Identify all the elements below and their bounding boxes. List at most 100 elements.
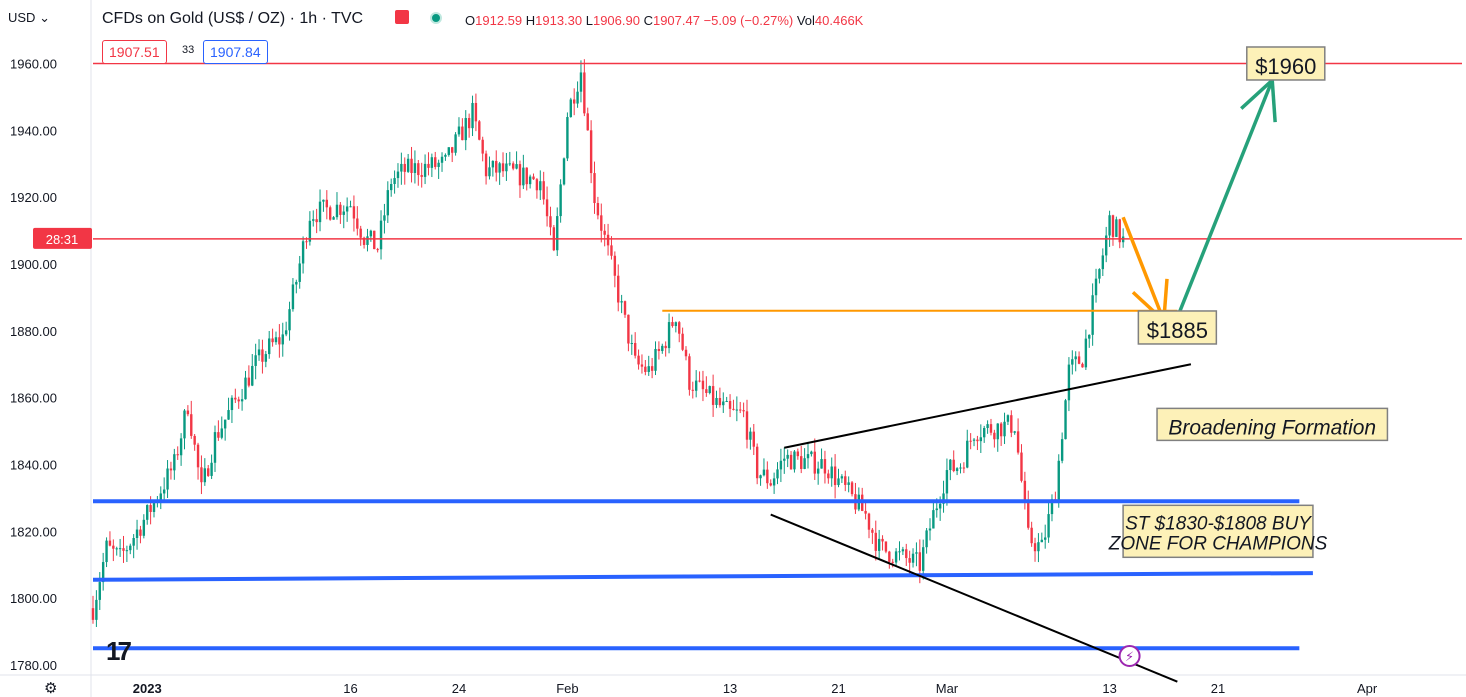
candle-body — [254, 355, 257, 366]
candle-body — [569, 99, 572, 118]
candle-body — [1101, 255, 1105, 270]
candle-body — [437, 162, 440, 167]
annotation-box[interactable] — [1137, 310, 1218, 345]
candle-body — [166, 468, 169, 490]
candle-body — [298, 263, 301, 282]
candle-body — [179, 438, 183, 456]
annotation-box[interactable] — [1156, 407, 1389, 442]
candle-body — [325, 199, 329, 208]
candle-body — [417, 163, 420, 176]
candle-body — [749, 431, 752, 440]
candle-body — [796, 451, 800, 457]
candle-body — [752, 431, 755, 447]
candle-body — [671, 322, 674, 327]
sell-price-button[interactable]: 1907.51 — [102, 40, 167, 64]
y-tick-label: 1880.00 — [10, 324, 57, 339]
candle-body — [864, 510, 867, 514]
candle-body — [223, 419, 227, 429]
candle-body — [715, 397, 718, 405]
candle-body — [942, 493, 945, 504]
x-tick-label: 21 — [1211, 681, 1225, 696]
candle-body — [383, 215, 386, 221]
candle-body — [728, 401, 732, 409]
annotation-box[interactable] — [1122, 504, 1314, 559]
candle-body — [847, 482, 850, 485]
candle-body — [938, 503, 942, 509]
candle-body — [705, 389, 708, 393]
candle-body — [261, 349, 264, 362]
candle-body — [400, 163, 403, 172]
candle-body — [535, 179, 539, 191]
candle-body — [640, 364, 644, 367]
candle-body — [657, 348, 661, 352]
candle-body — [176, 454, 179, 456]
candle-body — [922, 547, 925, 571]
candle-body — [833, 466, 837, 486]
candle-body — [772, 478, 776, 486]
candle-body — [410, 158, 413, 173]
candle-body — [810, 451, 813, 455]
target-arrow[interactable] — [1175, 79, 1274, 319]
candle-body — [962, 467, 966, 469]
y-tick-label: 1940.00 — [10, 123, 57, 138]
candle-body — [932, 510, 935, 529]
gear-icon[interactable]: ⚙ — [44, 680, 58, 697]
candle-body — [251, 365, 254, 386]
candle-body — [545, 199, 549, 217]
candle-body — [430, 157, 434, 168]
candle-body — [406, 158, 410, 172]
annotation-box[interactable] — [1246, 46, 1326, 81]
candle-body — [271, 338, 274, 343]
candle-body — [572, 99, 576, 104]
candle-body — [396, 171, 400, 179]
tradingview-logo-icon[interactable]: 17 — [106, 636, 132, 666]
candle-body — [776, 469, 779, 479]
candle-body — [559, 184, 562, 217]
candle-body — [420, 175, 423, 177]
candle-body — [91, 608, 95, 620]
candle-body — [600, 215, 603, 231]
flash-icon[interactable] — [1118, 645, 1141, 667]
candle-body — [1040, 539, 1044, 543]
candle-body — [678, 322, 681, 334]
x-tick-label: 2023 — [133, 681, 162, 696]
buy-price-button[interactable]: 1907.84 — [203, 40, 268, 64]
broadening-lower[interactable] — [770, 513, 1178, 683]
support-1806[interactable] — [92, 571, 1313, 582]
y-tick-label: 1780.00 — [10, 658, 57, 673]
broadening-upper[interactable] — [784, 363, 1192, 449]
candle-body — [647, 366, 650, 372]
candle-body — [440, 156, 444, 163]
candle-body — [501, 163, 505, 172]
candle-body — [850, 482, 854, 495]
candle-body — [1104, 235, 1108, 256]
currency-selector[interactable]: USD ⌄ — [8, 10, 50, 26]
y-tick-label: 1800.00 — [10, 591, 57, 606]
candle-body — [881, 538, 884, 542]
pullback-arrow[interactable] — [1121, 216, 1166, 322]
alert-icon[interactable] — [395, 10, 409, 24]
candle-body — [200, 467, 203, 483]
candle-body — [1111, 215, 1115, 237]
x-tick-label: Mar — [936, 681, 959, 696]
candle-body — [210, 462, 213, 476]
candle-body — [511, 163, 515, 169]
candle-body — [620, 301, 623, 303]
candle-body — [589, 130, 593, 174]
candle-body — [447, 147, 451, 155]
plot-area[interactable] — [93, 0, 1462, 675]
candle-body — [1047, 514, 1050, 538]
candle-body — [583, 72, 586, 114]
candle-body — [112, 545, 115, 549]
symbol-title[interactable]: CFDs on Gold (US$ / OZ) · 1h · TVC — [102, 10, 364, 27]
candle-body — [769, 483, 772, 486]
y-tick-label: 1900.00 — [10, 257, 57, 272]
status-dot-icon — [430, 12, 442, 24]
candle-body — [1037, 542, 1040, 552]
candle-body — [606, 234, 610, 246]
candle-body — [450, 147, 454, 153]
y-tick-label: 1840.00 — [10, 457, 57, 472]
candle-body — [491, 160, 495, 168]
